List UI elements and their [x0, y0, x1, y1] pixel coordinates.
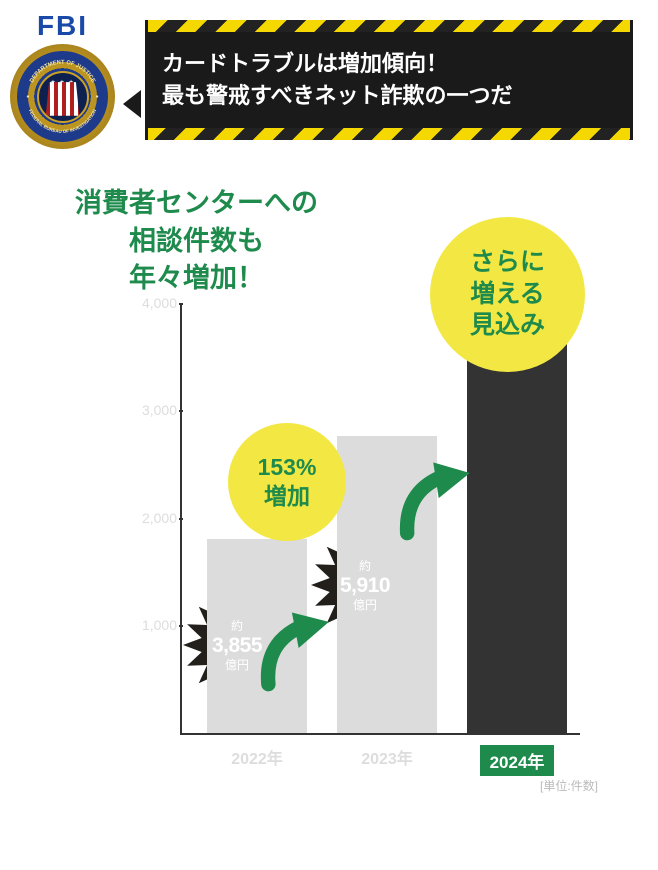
x-axis-label: 2024年 [457, 745, 577, 776]
y-tick: 1,000 [117, 617, 177, 633]
callout-line2: 最も警戒すべきネット詐欺の一つだ [162, 83, 512, 108]
y-tick: 4,000 [117, 295, 177, 311]
growth-arrow-icon [248, 601, 346, 699]
bubble-more-line2: 増える [470, 279, 544, 310]
y-tick: 3,000 [117, 402, 177, 418]
callout-line1: カードトラブルは増加傾向！ [162, 51, 448, 76]
x-axis-label: 2022年 [197, 745, 317, 769]
y-tick: 2,000 [117, 510, 177, 526]
callout-pointer-icon [123, 90, 141, 118]
chart-area: 消費者センターへの 相談件数も 年々増加！ 4,000 3,000 2,000 1,0… [0, 175, 658, 825]
chart-title: 消費者センターへの 相談件数も 年々増加！ [75, 185, 318, 298]
fbi-callout: カードトラブルは増加傾向！ 最も警戒すべきネット詐欺の一つだ [135, 10, 643, 150]
chart-footnote: [単位:件数] [540, 777, 598, 794]
bubble-more-line1: さらに [470, 247, 545, 278]
growth-arrow-icon [390, 452, 485, 547]
x-axis-label: 2023年 [327, 745, 447, 769]
hazard-stripe-frame: カードトラブルは増加傾向！ 最も警戒すべきネット詐欺の一つだ [145, 20, 633, 140]
fbi-badge-block: FBI DEPARTMENT OF JUSTICE FEDERAL BUREAU… [5, 10, 120, 149]
increase-153-bubble: 153% 増加 [228, 423, 346, 541]
bubble-153-line2: 増加 [264, 482, 310, 511]
fbi-seal: DEPARTMENT OF JUSTICE FEDERAL BUREAU OF … [10, 44, 115, 149]
fbi-label: FBI [5, 10, 120, 42]
bubble-more-line3: 見込み [470, 310, 545, 341]
further-increase-bubble: さらに 増える 見込み [430, 217, 585, 372]
bubble-153-line1: 153% [258, 453, 317, 482]
